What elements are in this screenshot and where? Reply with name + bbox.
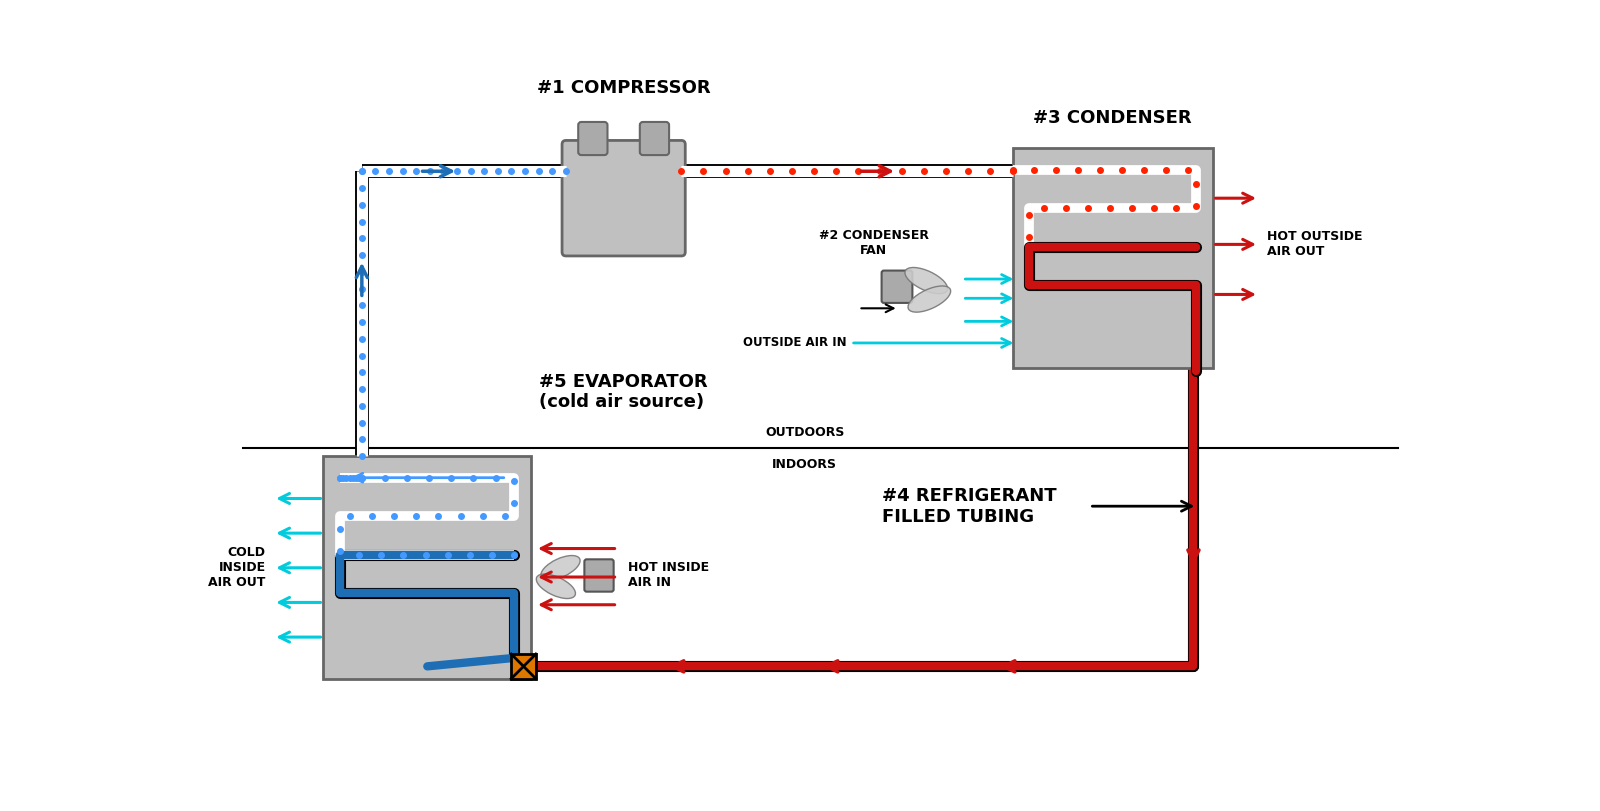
Text: #4 REFRIGERANT
FILLED TUBING: #4 REFRIGERANT FILLED TUBING — [882, 487, 1056, 526]
FancyBboxPatch shape — [584, 560, 614, 592]
Ellipse shape — [906, 268, 947, 294]
Text: HOT OUTSIDE
AIR OUT: HOT OUTSIDE AIR OUT — [1267, 230, 1362, 259]
Text: #3 CONDENSER: #3 CONDENSER — [1034, 109, 1192, 127]
Bar — [323, 456, 531, 680]
Bar — [1013, 148, 1213, 367]
Ellipse shape — [909, 286, 950, 312]
Text: HOT INSIDE
AIR IN: HOT INSIDE AIR IN — [627, 561, 709, 590]
Bar — [512, 654, 536, 679]
Ellipse shape — [541, 556, 581, 580]
Text: #5 EVAPORATOR
(cold air source): #5 EVAPORATOR (cold air source) — [539, 373, 707, 411]
FancyBboxPatch shape — [578, 122, 608, 155]
Text: INDOORS: INDOORS — [773, 457, 837, 470]
Text: #2 CONDENSER
FAN: #2 CONDENSER FAN — [819, 230, 930, 257]
Text: OUTDOORS: OUTDOORS — [765, 427, 845, 440]
Text: OUTSIDE AIR IN: OUTSIDE AIR IN — [744, 337, 846, 350]
FancyBboxPatch shape — [640, 122, 669, 155]
Ellipse shape — [536, 574, 576, 599]
Text: #1 COMPRESSOR: #1 COMPRESSOR — [538, 79, 710, 97]
FancyBboxPatch shape — [882, 271, 912, 303]
Text: COLD
INSIDE
AIR OUT: COLD INSIDE AIR OUT — [208, 547, 266, 590]
FancyBboxPatch shape — [562, 140, 685, 256]
